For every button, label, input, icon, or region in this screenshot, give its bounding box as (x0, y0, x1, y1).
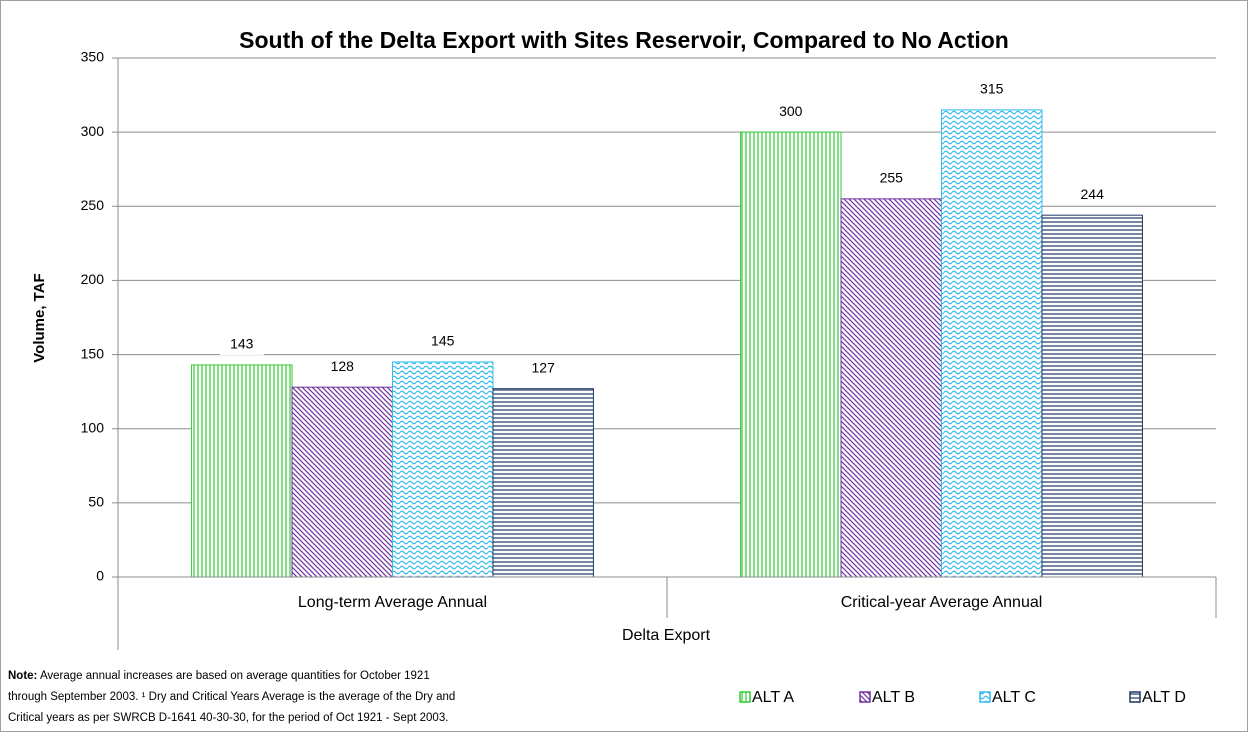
y-tick-label: 200 (81, 271, 105, 287)
bar (291, 386, 393, 578)
legend-swatch (1129, 691, 1141, 703)
data-label: 255 (880, 170, 904, 186)
data-label-bg (1070, 185, 1115, 206)
legend-swatch (859, 691, 871, 703)
data-label-bg (869, 168, 914, 189)
legend-swatch (979, 691, 991, 703)
legend-label: ALT C (992, 689, 1036, 706)
note: Note: Average annual increases are based… (8, 670, 430, 682)
data-label-bg (969, 79, 1014, 100)
x-axis-label: Delta Export (622, 627, 711, 644)
data-label: 300 (779, 103, 803, 119)
data-label: 315 (980, 81, 1004, 97)
data-label: 143 (230, 336, 254, 352)
y-tick-label: 50 (88, 494, 104, 510)
data-label-bg (768, 102, 813, 123)
data-label-bg (521, 358, 566, 379)
y-tick-label: 250 (81, 197, 105, 213)
y-tick-label: 150 (81, 345, 105, 361)
bar (392, 361, 494, 578)
note-line: through September 2003. ¹ Dry and Critic… (8, 691, 455, 703)
x-tick-label: Critical-year Average Annual (841, 594, 1043, 611)
data-label: 145 (431, 333, 455, 349)
note-label: Note: (8, 670, 37, 682)
bar (492, 388, 594, 578)
bar (1041, 214, 1143, 578)
note-line: Critical years as per SWRCB D-1641 40-30… (8, 712, 448, 724)
y-tick-label: 300 (81, 123, 105, 139)
data-label: 244 (1081, 186, 1105, 202)
data-label-bg (420, 331, 465, 352)
y-tick-label: 100 (81, 419, 105, 435)
bar (740, 131, 842, 578)
y-tick-label: 350 (81, 49, 105, 65)
data-label: 127 (532, 359, 556, 375)
bar (840, 198, 943, 578)
bar (941, 109, 1043, 578)
bar (191, 364, 293, 578)
legend-label: ALT A (752, 689, 794, 706)
chart-title: South of the Delta Export with Sites Res… (239, 27, 1009, 53)
data-label-bg (219, 334, 264, 355)
data-label-bg (320, 357, 365, 378)
note-line: Average annual increases are based on av… (40, 670, 430, 682)
y-tick-label: 0 (96, 568, 104, 584)
legend-swatch (739, 691, 751, 703)
y-axis-label: Volume, TAF (31, 273, 48, 362)
legend-label: ALT B (872, 689, 915, 706)
x-tick-label: Long-term Average Annual (298, 594, 487, 611)
legend-label: ALT D (1142, 689, 1186, 706)
data-label: 128 (331, 358, 355, 374)
